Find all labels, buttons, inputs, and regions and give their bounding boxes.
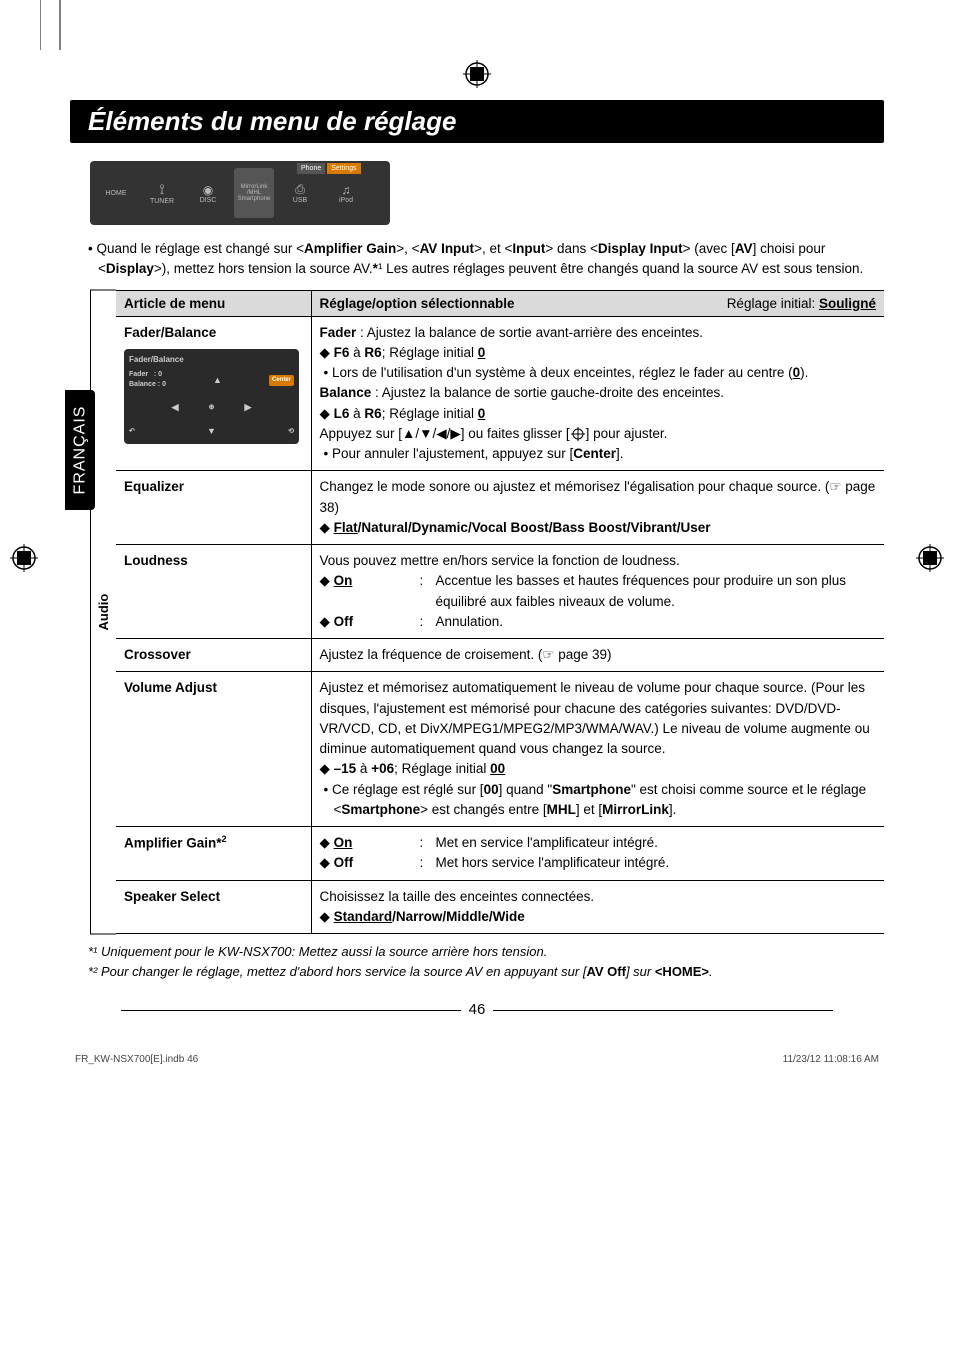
cell-loud-name: Loudness	[116, 545, 311, 639]
settings-table: Article de menu Réglage/option sélection…	[116, 290, 884, 935]
row-amplifier-gain: Amplifier Gain*2 On:Met en service l'amp…	[116, 827, 884, 881]
header-col1: Article de menu	[116, 290, 311, 316]
row-speaker-select: Speaker Select Choisissez la taille des …	[116, 880, 884, 934]
ss-home: HOME	[96, 168, 136, 218]
print-mark-top	[463, 60, 491, 88]
cell-amp-name: Amplifier Gain*2	[116, 827, 311, 881]
fader-balance-screenshot: Fader/Balance Fader : 0Balance : 0▲Cente…	[124, 349, 299, 444]
footnote-1: *¹ Uniquement pour le KW-NSX700: Mettez …	[88, 942, 884, 962]
print-mark-left	[10, 544, 38, 572]
row-crossover: Crossover Ajustez la fréquence de croise…	[116, 639, 884, 672]
table-header-row: Article de menu Réglage/option sélection…	[116, 290, 884, 316]
footnotes: *¹ Uniquement pour le KW-NSX700: Mettez …	[88, 942, 884, 981]
cell-fader-name: Fader/Balance Fader/Balance Fader : 0Bal…	[116, 316, 311, 471]
ss-tuner: ⟟TUNER	[142, 168, 182, 218]
footer-right: 11/23/12 11:08:16 AM	[783, 1054, 879, 1065]
footer: FR_KW-NSX700[E].indb 46 11/23/12 11:08:1…	[70, 1054, 884, 1065]
tab-phone: Phone	[297, 163, 325, 174]
cell-eq-name: Equalizer	[116, 471, 311, 545]
settings-table-wrap: Audio Article de menu Réglage/option sél…	[90, 290, 884, 935]
cell-cross-desc: Ajustez la fréquence de croisement. (☞ p…	[311, 639, 884, 672]
footer-left: FR_KW-NSX700[E].indb 46	[75, 1054, 198, 1065]
category-label-audio: Audio	[90, 290, 116, 935]
cursor-icon	[570, 427, 586, 441]
cell-spk-desc: Choisissez la taille des enceintes conne…	[311, 880, 884, 934]
ss-smartphone: MirrorLink /MHL Smartphone	[234, 168, 274, 218]
ss-ipod: ♫iPod	[326, 168, 366, 218]
crop-marks	[40, 0, 80, 60]
cell-spk-name: Speaker Select	[116, 880, 311, 934]
page-number: 46	[70, 1001, 884, 1018]
tab-settings: Settings	[327, 163, 360, 174]
row-fader: Fader/Balance Fader/Balance Fader : 0Bal…	[116, 316, 884, 471]
cell-vol-desc: Ajustez et mémorisez automatiquement le …	[311, 672, 884, 827]
menu-screenshot: Phone Settings HOME ⟟TUNER ◉DISC MirrorL…	[90, 161, 390, 225]
row-volume-adjust: Volume Adjust Ajustez et mémorisez autom…	[116, 672, 884, 827]
ss-usb: ⎙USB	[280, 168, 320, 218]
header-col2: Réglage/option sélectionnableRéglage ini…	[311, 290, 884, 316]
page-title: Éléments du menu de réglage	[88, 106, 866, 137]
cell-vol-name: Volume Adjust	[116, 672, 311, 827]
cell-eq-desc: Changez le mode sonore ou ajustez et mém…	[311, 471, 884, 545]
footnote-2: *² Pour changer le réglage, mettez d'abo…	[88, 962, 884, 982]
row-equalizer: Equalizer Changez le mode sonore ou ajus…	[116, 471, 884, 545]
print-mark-right	[916, 544, 944, 572]
cell-amp-desc: On:Met en service l'amplificateur intégr…	[311, 827, 884, 881]
intro-note: Quand le réglage est changé sur <Amplifi…	[88, 239, 884, 280]
ss-disc: ◉DISC	[188, 168, 228, 218]
cell-fader-desc: Fader : Ajustez la balance de sortie ava…	[311, 316, 884, 471]
row-loudness: Loudness Vous pouvez mettre en/hors serv…	[116, 545, 884, 639]
cell-cross-name: Crossover	[116, 639, 311, 672]
cell-loud-desc: Vous pouvez mettre en/hors service la fo…	[311, 545, 884, 639]
title-bar: Éléments du menu de réglage	[70, 100, 884, 143]
